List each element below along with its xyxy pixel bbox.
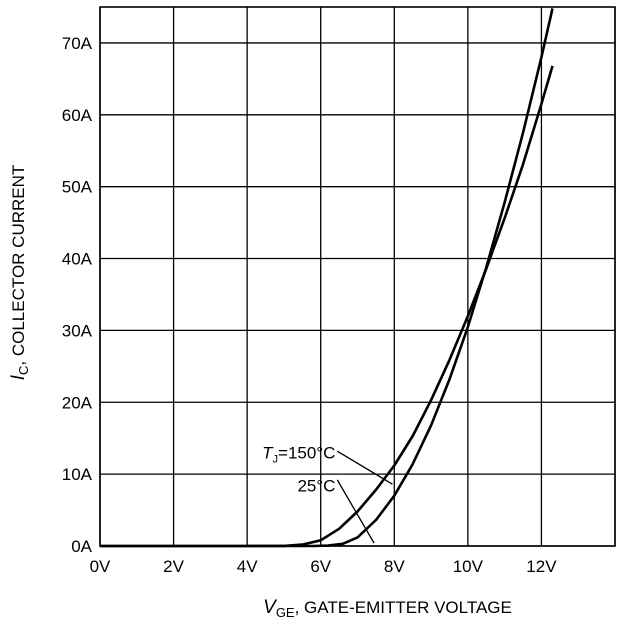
leader-line-25c [336,479,375,544]
y-axis-title-text: , COLLECTOR CURRENT [9,165,28,366]
series-label-25c: 25°C [297,476,335,495]
x-axis-title-subscript: GE [276,605,295,620]
y-tick-label: 30A [62,321,93,340]
x-tick-labels: 0V 2V 4V 6V 8V 10V 12V [90,557,558,576]
x-axis-title-text: , GATE-EMITTER VOLTAGE [295,598,512,617]
y-axis-title-symbol: I [8,374,29,380]
y-tick-label: 10A [62,465,93,484]
series-group [100,8,554,548]
x-tick-label: 0V [90,557,111,576]
y-tick-labels: 0A 10A 20A 30A 40A 50A 60A 70A [62,34,93,556]
x-tick-label: 8V [384,557,405,576]
grid [99,7,616,547]
plot-frame [99,6,616,547]
y-tick-label: 40A [62,250,93,269]
y-tick-label: 60A [62,106,93,125]
series-label-150c: TJ=150°C [262,443,335,465]
annotation-leaders [336,450,393,544]
series-label-150c-symbol: T [262,443,274,462]
x-tick-label: 12V [526,557,557,576]
y-tick-label: 50A [62,178,93,197]
x-tick-label: 6V [310,557,331,576]
x-tick-label: 4V [237,557,258,576]
series-line-25c [100,8,554,548]
y-tick-label: 20A [62,393,93,412]
series-label-150c-text: =150°C [278,443,335,462]
x-tick-label: 10V [453,557,484,576]
x-tick-label: 2V [163,557,184,576]
y-axis-title-subscript: C [16,366,31,375]
x-axis-title: VGE, GATE-EMITTER VOLTAGE [263,597,512,620]
series-label-150c-subscript: J [273,453,279,465]
y-tick-label: 0A [71,537,92,556]
x-axis-title-symbol: V [263,597,278,618]
y-axis-title: IC, COLLECTOR CURRENT [8,165,31,381]
leader-line-150c [336,450,393,485]
y-tick-label: 70A [62,34,93,53]
